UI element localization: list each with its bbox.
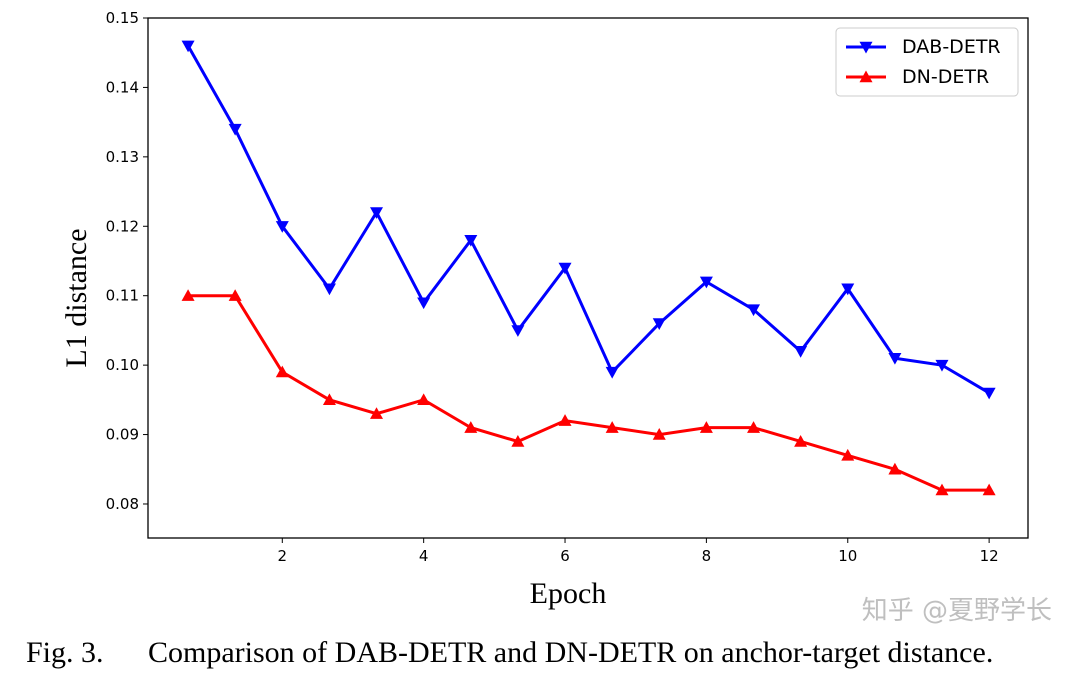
x-axis-label: Epoch xyxy=(530,577,607,610)
data-point-dn-detr xyxy=(888,462,902,475)
watermark: 知乎 @夏野学长 xyxy=(861,596,1052,626)
data-point-dab-detr xyxy=(652,318,666,330)
data-point-dn-detr xyxy=(228,289,242,301)
series-dab-detr xyxy=(181,40,996,400)
x-tick-label: 6 xyxy=(560,547,570,565)
data-point-dab-detr xyxy=(417,297,431,310)
legend-marker-dn-detr xyxy=(859,70,873,83)
data-point-dn-detr xyxy=(181,289,195,301)
data-point-dab-detr xyxy=(228,123,242,136)
y-tick-label: 0.10 xyxy=(106,356,139,374)
series-line-dab-detr xyxy=(186,45,990,395)
data-point-dn-detr xyxy=(747,421,761,433)
data-point-dn-detr xyxy=(841,448,855,461)
data-point-dn-detr xyxy=(464,421,478,433)
data-point-dab-detr xyxy=(605,366,619,379)
data-point-dn-detr xyxy=(605,421,619,433)
data-point-dab-detr xyxy=(841,283,855,296)
y-tick-label: 0.15 xyxy=(106,9,139,27)
data-point-dab-detr xyxy=(511,325,525,337)
data-point-dab-detr xyxy=(558,262,572,275)
y-tick-label: 0.09 xyxy=(106,426,139,444)
data-point-dn-detr xyxy=(370,407,384,419)
data-point-dn-detr xyxy=(275,365,289,378)
data-point-dab-detr xyxy=(982,387,996,400)
caption-number: Fig. 3. xyxy=(26,636,104,669)
data-point-dn-detr xyxy=(558,414,572,426)
y-tick-label: 0.11 xyxy=(106,287,139,305)
data-point-dab-detr xyxy=(699,276,713,289)
legend-marker-dab-detr xyxy=(859,41,873,54)
data-point-dab-detr xyxy=(275,221,289,233)
data-point-dab-detr xyxy=(322,283,336,296)
x-tick-label: 2 xyxy=(278,547,288,565)
x-tick-label: 12 xyxy=(980,547,999,565)
y-tick-label: 0.14 xyxy=(106,78,139,96)
legend-label-dn-detr: DN-DETR xyxy=(902,66,989,88)
y-tick-label: 0.08 xyxy=(106,495,139,513)
y-tick-label: 0.13 xyxy=(106,148,139,166)
plot-frame xyxy=(147,17,1029,539)
data-point-dn-detr xyxy=(699,421,713,433)
data-point-dab-detr xyxy=(794,346,808,358)
y-tick-label: 0.12 xyxy=(106,217,139,235)
data-point-dab-detr xyxy=(888,352,902,365)
data-point-dn-detr xyxy=(511,434,525,447)
x-tick-label: 8 xyxy=(702,547,712,565)
legend: DAB-DETR DN-DETR xyxy=(835,27,1019,97)
data-point-dn-detr xyxy=(417,393,431,406)
data-point-dab-detr xyxy=(935,359,949,372)
data-point-dn-detr xyxy=(322,393,336,406)
data-point-dab-detr xyxy=(464,234,478,247)
series-dn-detr xyxy=(181,289,996,496)
data-point-dn-detr xyxy=(935,483,949,496)
x-tick-label: 4 xyxy=(419,547,429,565)
data-point-dn-detr xyxy=(794,434,808,447)
data-point-dab-detr xyxy=(370,207,384,219)
data-point-dab-detr xyxy=(181,40,195,53)
data-point-dab-detr xyxy=(747,304,761,317)
caption-text: Comparison of DAB-DETR and DN-DETR on an… xyxy=(148,636,994,669)
series-line-dn-detr xyxy=(188,294,990,492)
x-tick-label: 10 xyxy=(838,547,857,565)
data-point-dn-detr xyxy=(652,428,666,440)
legend-label-dab-detr: DAB-DETR xyxy=(902,36,1001,58)
legend-box xyxy=(835,27,1019,97)
y-axis-label: L1 distance xyxy=(60,228,93,367)
data-point-dn-detr xyxy=(982,483,996,496)
figure-caption: Fig. 3. Comparison of DAB-DETR and DN-DET… xyxy=(26,636,993,670)
